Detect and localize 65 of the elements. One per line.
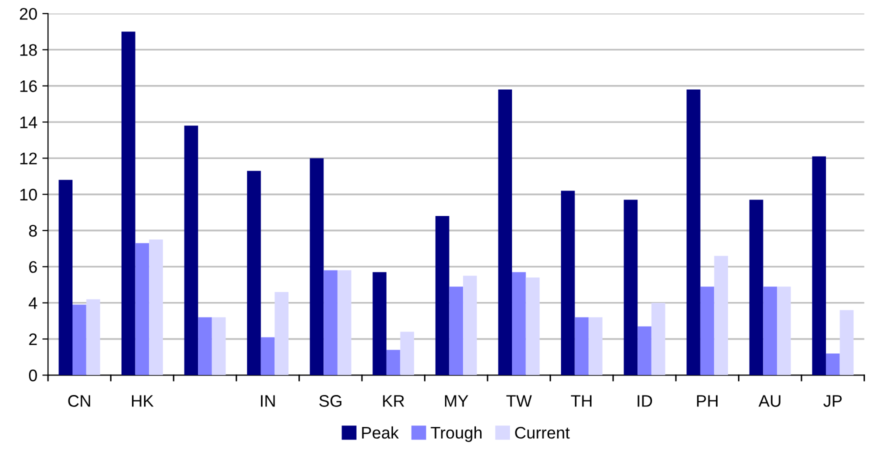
x-tick-label: JP xyxy=(823,395,842,407)
bar xyxy=(463,276,477,376)
bar xyxy=(574,317,589,376)
bar xyxy=(686,89,700,376)
y-tick-label: 14 xyxy=(20,116,38,128)
bar xyxy=(324,270,338,376)
y-tick-label: 16 xyxy=(20,80,37,92)
y-tick-label: 10 xyxy=(20,188,37,201)
bar xyxy=(400,332,414,376)
bar xyxy=(149,240,163,376)
bar xyxy=(58,180,73,376)
bar xyxy=(386,350,400,376)
bar xyxy=(198,317,212,376)
bar xyxy=(498,89,512,376)
legend-label: Trough xyxy=(430,426,482,442)
bar xyxy=(372,272,386,376)
bar xyxy=(561,190,575,376)
y-tick-label: 8 xyxy=(29,224,37,237)
bar xyxy=(212,317,226,376)
bar xyxy=(247,170,261,376)
legend-label: Current xyxy=(515,426,570,439)
y-tick-label: 20 xyxy=(20,8,37,20)
x-tick-label: PH xyxy=(697,395,718,407)
bar xyxy=(449,286,464,376)
bar xyxy=(512,272,526,376)
bar xyxy=(260,337,275,376)
bar xyxy=(337,270,352,376)
bar xyxy=(700,286,714,376)
bar xyxy=(749,200,764,376)
bar xyxy=(72,304,86,376)
y-tick-label: 2 xyxy=(29,333,37,346)
bar xyxy=(763,286,777,376)
x-tick-label: SG xyxy=(319,395,342,407)
bar xyxy=(274,292,288,376)
bar xyxy=(624,200,638,376)
bar xyxy=(812,156,826,376)
bar xyxy=(638,326,652,376)
y-tick-label: 12 xyxy=(20,152,37,164)
bar xyxy=(776,286,791,376)
x-tick-label: MY xyxy=(445,395,468,407)
bar xyxy=(714,256,728,376)
bar xyxy=(651,302,666,376)
y-tick-label: 4 xyxy=(28,297,38,309)
x-tick-label: HK xyxy=(132,395,154,407)
bar xyxy=(826,353,840,376)
x-tick-label: TH xyxy=(570,395,592,407)
x-tick-label: ID xyxy=(638,395,652,407)
bar xyxy=(840,310,854,376)
bar xyxy=(86,299,100,376)
bar xyxy=(184,126,198,376)
x-tick-label: KR xyxy=(383,395,404,407)
x-tick-label: CN xyxy=(68,395,90,407)
x-tick-label: TW xyxy=(506,395,532,407)
legend-label: Peak xyxy=(362,426,399,439)
bar xyxy=(135,243,150,376)
y-tick-label: 0 xyxy=(28,370,37,382)
bar xyxy=(588,317,602,376)
bar xyxy=(310,158,324,376)
y-tick-label: 6 xyxy=(29,261,37,273)
x-tick-label: IN xyxy=(260,395,275,407)
bar xyxy=(435,216,450,376)
y-tick-label: 18 xyxy=(20,44,37,56)
bar xyxy=(526,278,540,376)
x-tick-label: AU xyxy=(758,395,780,407)
bar xyxy=(121,32,136,376)
